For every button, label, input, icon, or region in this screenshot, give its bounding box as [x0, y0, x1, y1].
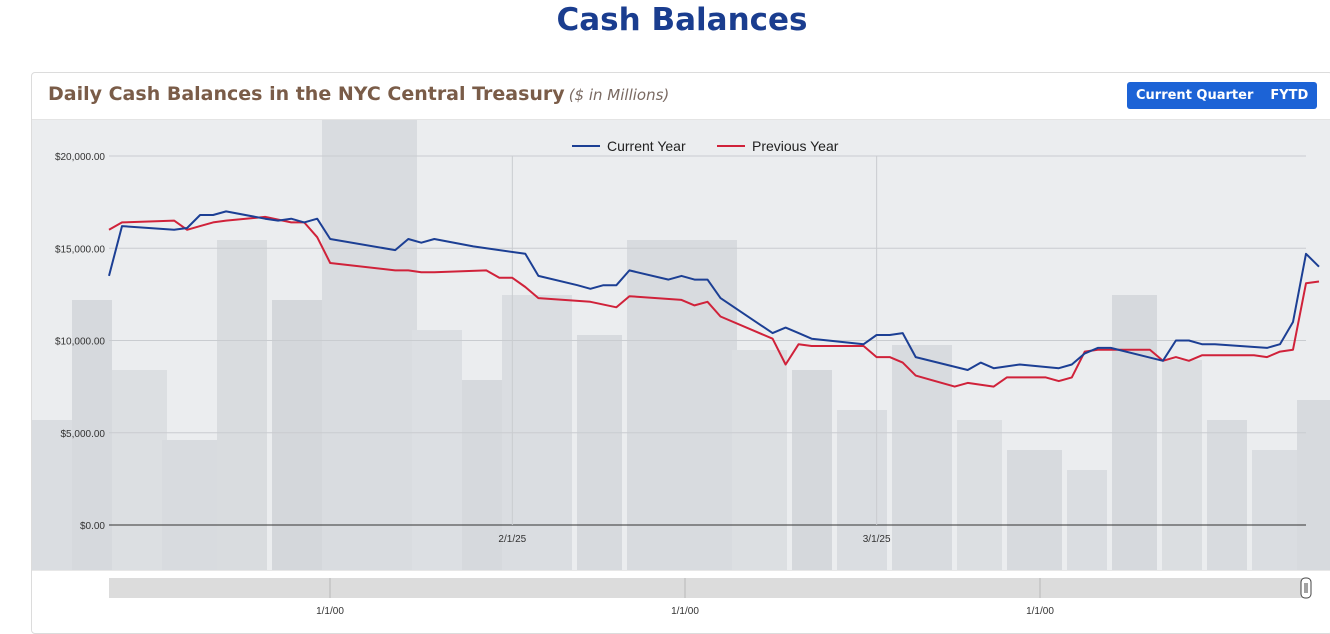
- x-tick-label: 2/1/25: [498, 534, 526, 545]
- legend-item-previous-year: Previous Year: [717, 138, 839, 154]
- navigator-tick-label: 1/1/00: [671, 606, 699, 617]
- y-tick-label: $10,000.00: [55, 337, 105, 348]
- legend-item-current-year: Current Year: [572, 138, 686, 154]
- range-navigator: 1/1/00 1/1/00 1/1/00: [32, 570, 1330, 631]
- chart-title: Daily Cash Balances in the NYC Central T…: [48, 83, 669, 105]
- navigator-track: [109, 578, 1306, 598]
- line-chart[interactable]: $0.00 $5,000.00 $10,000.00 $15,000.00 $20,00…: [32, 120, 1330, 571]
- legend-label: Current Year: [607, 138, 686, 154]
- skyline-building: [412, 330, 462, 571]
- navigator-svg: 1/1/00 1/1/00 1/1/00: [109, 577, 1312, 617]
- navigator-handle[interactable]: [1300, 577, 1312, 599]
- page-title: Cash Balances: [556, 2, 808, 38]
- y-tick-label: $0.00: [80, 521, 105, 532]
- skyline-building: [112, 370, 167, 571]
- current-quarter-button[interactable]: Current Quarter: [1136, 88, 1254, 103]
- period-toggle: Current Quarter FYTD: [1127, 82, 1318, 109]
- skyline-building: [957, 420, 1002, 571]
- cash-balance-card: Daily Cash Balances in the NYC Central T…: [31, 72, 1330, 634]
- chart-title-text: Daily Cash Balances in the NYC Central T…: [48, 83, 565, 105]
- skyline-building: [462, 380, 502, 571]
- chart-area: $0.00 $5,000.00 $10,000.00 $15,000.00 $20,00…: [32, 119, 1330, 571]
- skyline-building: [1007, 450, 1062, 571]
- skyline-building: [162, 440, 222, 571]
- skyline-building: [1297, 400, 1330, 571]
- navigator-tick-label: 1/1/00: [316, 606, 344, 617]
- skyline-building: [1252, 450, 1302, 571]
- skyline-building: [837, 410, 887, 571]
- series-line-previous-year: [108, 215, 1320, 388]
- y-tick-label: $5,000.00: [61, 429, 106, 440]
- skyline-building: [1207, 420, 1247, 571]
- legend-label: Previous Year: [752, 138, 839, 154]
- skyline-building: [32, 420, 77, 571]
- y-tick-label: $20,000.00: [55, 152, 105, 163]
- skyline-building: [577, 335, 622, 571]
- fytd-button[interactable]: FYTD: [1270, 88, 1309, 103]
- chart-unit: ($ in Millions): [568, 86, 670, 104]
- navigator-tick-label: 1/1/00: [1026, 606, 1054, 617]
- skyline-building: [792, 370, 832, 571]
- skyline-building: [72, 300, 112, 571]
- y-tick-label: $15,000.00: [55, 244, 105, 255]
- skyline-building: [1067, 470, 1107, 571]
- x-tick-label: 3/1/25: [863, 534, 891, 545]
- skyline-building: [272, 300, 327, 571]
- skyline-building: [732, 350, 787, 571]
- skyline-building: [1162, 360, 1202, 571]
- series-line-current-year: [108, 210, 1320, 371]
- skyline-building: [217, 240, 267, 571]
- skyline-building: [322, 120, 417, 571]
